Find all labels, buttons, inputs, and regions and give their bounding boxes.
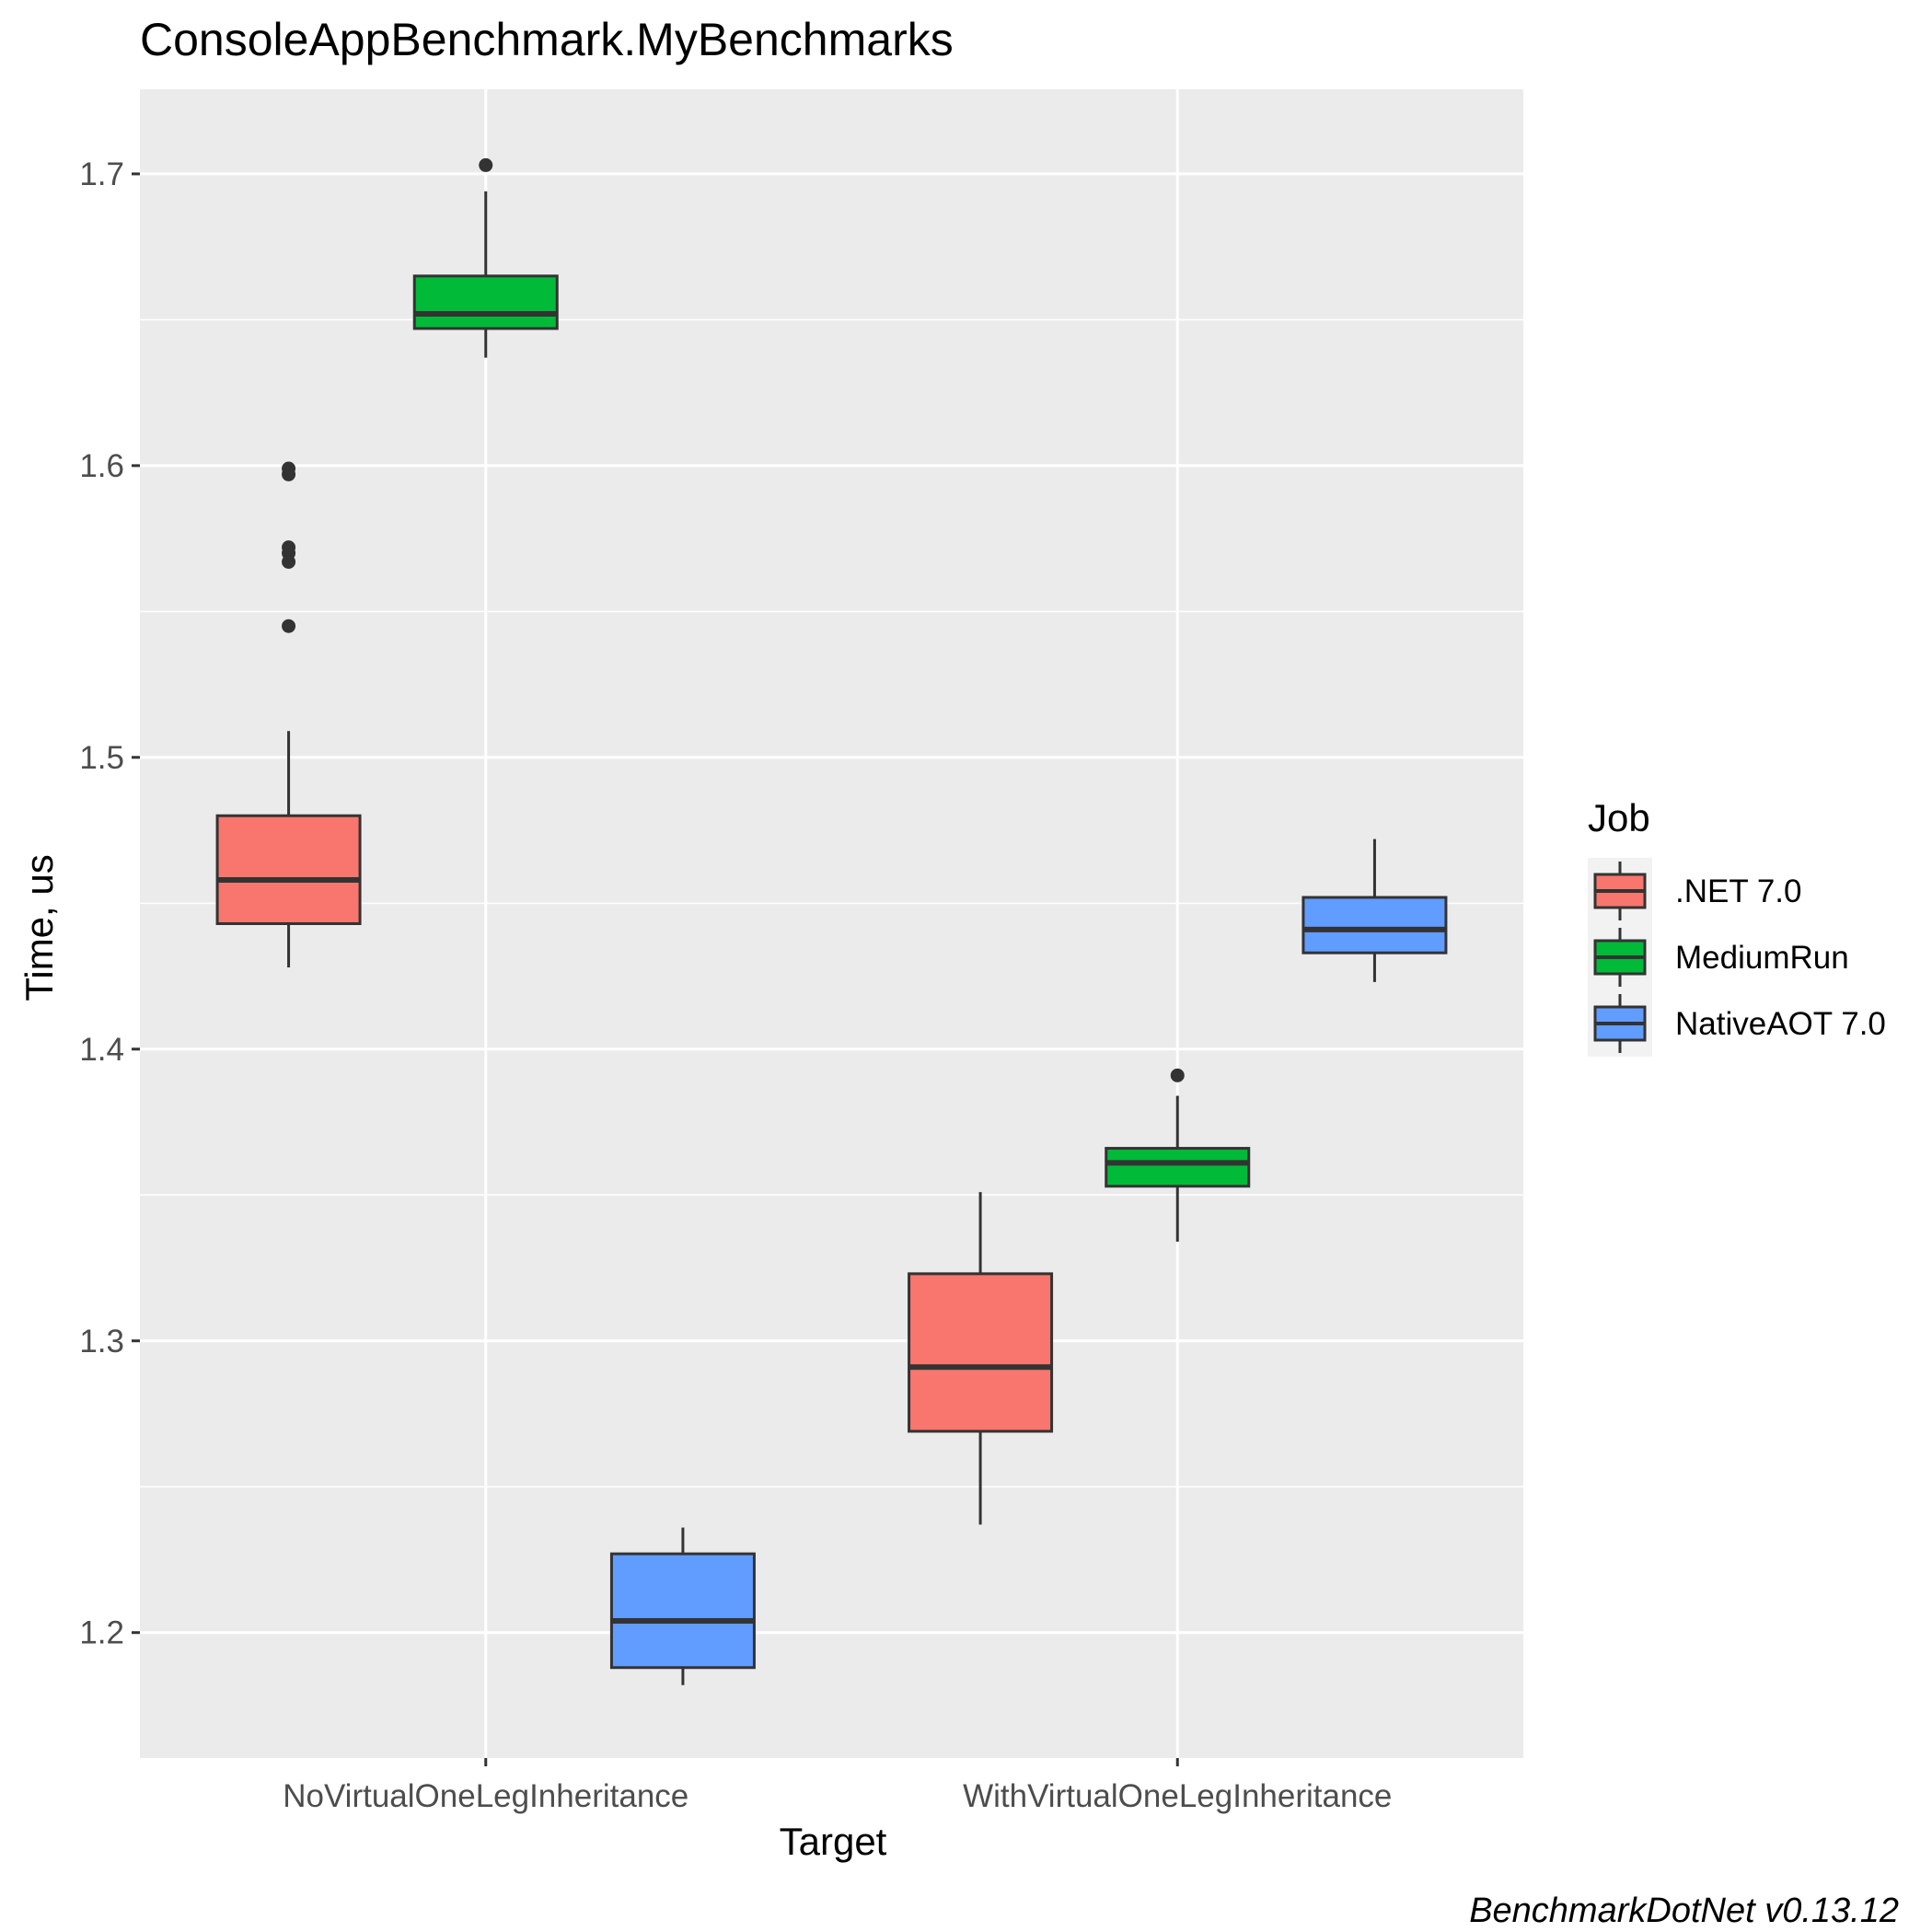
legend-title: Job <box>1588 796 1650 839</box>
legend-label: .NET 7.0 <box>1675 873 1801 909</box>
box-body <box>908 1272 1054 1433</box>
box-body <box>609 1552 756 1670</box>
legend-key <box>1593 994 1647 1053</box>
legend-label: NativeAOT 7.0 <box>1675 1006 1886 1042</box>
outlier-point <box>282 461 296 476</box>
box-layer <box>215 157 1448 1685</box>
box-body <box>1301 896 1448 954</box>
y-tick-label: 1.4 <box>79 1032 124 1068</box>
x-tick-label: WithVirtualOneLegInheritance <box>963 1778 1392 1814</box>
y-tick-label: 1.5 <box>79 740 124 776</box>
x-tick-label: NoVirtualOneLegInheritance <box>283 1778 688 1814</box>
legend-key <box>1593 862 1647 920</box>
box-body <box>412 274 559 330</box>
axis-layer: 1.2 1.3 1.4 1.5 1.6 1.7 NoVirtualOneLegInherit… <box>79 156 1392 1814</box>
box-mediumrun <box>1105 1068 1251 1242</box>
grid-lines <box>140 89 1523 1758</box>
chart-title: ConsoleAppBenchmark.MyBenchmarks <box>140 14 954 65</box>
x-axis-title: Target <box>780 1820 887 1863</box>
plot-panel <box>140 89 1523 1758</box>
y-tick-label: 1.3 <box>79 1324 124 1359</box>
caption: BenchmarkDotNet v0.13.12 <box>1469 1892 1899 1930</box>
y-tick-label: 1.7 <box>79 156 124 192</box>
box-nativeaot-7-0 <box>609 1527 756 1685</box>
outlier-point <box>1170 1068 1185 1082</box>
outlier-point <box>282 619 296 633</box>
legend-key <box>1593 928 1647 987</box>
y-tick-label: 1.6 <box>79 448 124 484</box>
box--net-7-0 <box>908 1192 1054 1525</box>
legend-label: MediumRun <box>1675 940 1849 976</box>
box-mediumrun <box>412 157 559 358</box>
box-nativeaot-7-0 <box>1301 839 1448 982</box>
outlier-point <box>479 157 493 172</box>
box-body <box>1105 1147 1251 1188</box>
box-body <box>215 814 362 925</box>
y-axis-title: Time, us <box>17 854 61 1001</box>
y-tick-label: 1.2 <box>79 1615 124 1651</box>
legend: Job .NET 7.0 MediumRun NativeAOT 7.0 <box>1588 796 1886 1057</box>
box--net-7-0 <box>215 461 362 968</box>
outlier-point <box>282 540 296 555</box>
